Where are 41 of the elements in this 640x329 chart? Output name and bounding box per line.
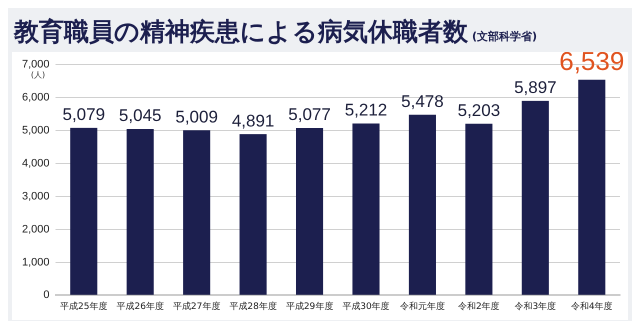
x-tick-label: 平成25年度 [60, 300, 108, 312]
x-tick-label: 令和2年度 [458, 300, 500, 312]
x-tick-label: 令和元年度 [400, 300, 445, 312]
bar [240, 134, 267, 295]
bar [126, 129, 154, 295]
data-label: 5,212 [344, 100, 388, 120]
y-tick-label: 5,000 [22, 124, 50, 137]
bar [70, 128, 98, 295]
data-label: 5,079 [62, 105, 106, 124]
data-label: 5,897 [514, 78, 557, 98]
data-label: 5,478 [401, 92, 444, 111]
data-label: 6,539 [559, 46, 624, 76]
data-label: 5,077 [288, 105, 331, 124]
y-tick-label: 6,000 [22, 92, 50, 104]
bar [352, 124, 380, 295]
y-tick-label: 3,000 [22, 190, 50, 202]
x-tick-label: 令和3年度 [514, 300, 556, 312]
x-tick-label: 平成26年度 [116, 300, 164, 312]
bar [578, 80, 606, 295]
bar [408, 114, 436, 295]
data-label: 4,891 [232, 111, 274, 130]
bar [183, 130, 210, 295]
y-tick-label: 2,000 [22, 223, 50, 236]
y-tick-label: 7,000 [22, 58, 50, 71]
data-label: 5,009 [175, 107, 218, 126]
x-tick-label: 平成29年度 [286, 300, 334, 312]
x-tick-label: 令和4年度 [570, 300, 613, 312]
y-tick-label: 0 [43, 289, 50, 302]
bar [296, 128, 324, 295]
bar [522, 100, 549, 295]
data-label: 5,045 [118, 106, 162, 126]
x-tick-label: 平成27年度 [172, 300, 220, 312]
y-tick-label: 1,000 [22, 256, 50, 268]
y-tick-label: 4,000 [22, 157, 50, 170]
x-tick-label: 平成28年度 [229, 300, 277, 312]
chart-title: 教育職員の精神疾患による病気休職者数 [14, 16, 468, 48]
bar [465, 124, 492, 295]
data-label: 5,203 [458, 100, 500, 120]
chart-subtitle: (文部科学省) [472, 29, 538, 45]
x-tick-label: 平成30年度 [342, 300, 390, 312]
y-axis-title: (人) [30, 70, 46, 80]
